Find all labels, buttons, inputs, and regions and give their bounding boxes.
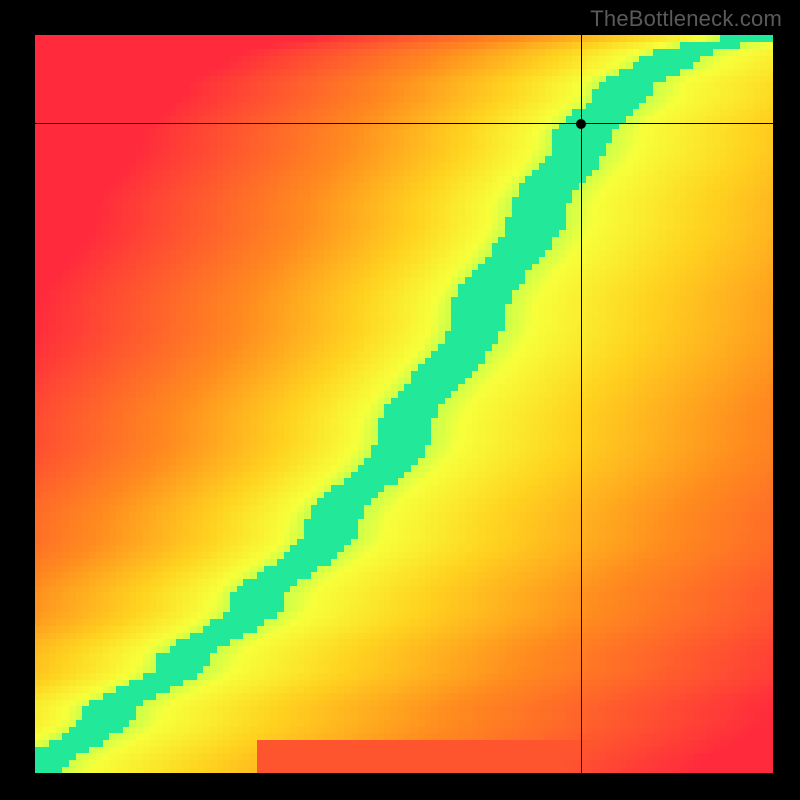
figure-container: TheBottleneck.com <box>0 0 800 800</box>
watermark-text: TheBottleneck.com <box>590 6 782 32</box>
crosshair-horizontal <box>35 123 773 124</box>
crosshair-vertical <box>581 35 582 773</box>
crosshair-marker <box>576 119 586 129</box>
bottleneck-heatmap <box>35 35 773 773</box>
